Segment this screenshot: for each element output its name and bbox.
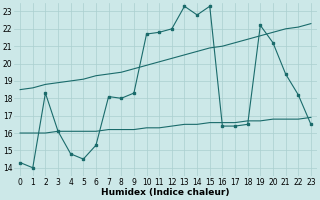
X-axis label: Humidex (Indice chaleur): Humidex (Indice chaleur) (101, 188, 230, 197)
